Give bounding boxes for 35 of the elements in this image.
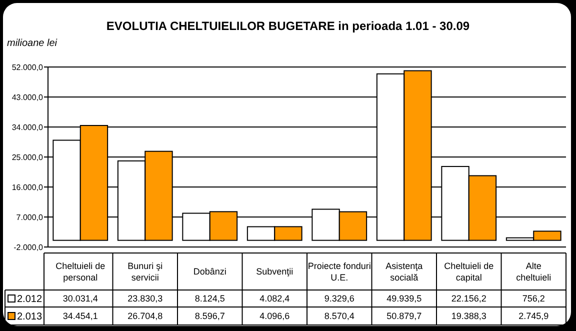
data-label: 756,2 (522, 294, 545, 304)
y-axis-title: milioane lei (7, 38, 58, 49)
data-label: 4.082,4 (260, 294, 290, 304)
data-label: 2.745,9 (518, 311, 549, 322)
y-tick-label: 43.000,0 (12, 92, 44, 102)
data-label: 30.031,4 (62, 294, 98, 304)
data-label: 9.329,6 (324, 294, 354, 304)
x-tick-label: Bunuri şi servicii (128, 260, 163, 282)
x-tick-label: Subvenţii (256, 266, 294, 277)
y-tick-label: -2.000,0 (14, 242, 44, 252)
chart-title: EVOLUTIA CHELTUIELILOR BUGETARE in perioada 1.01 - 30.09 (106, 19, 470, 33)
x-tick-label: Asistenţa socială (386, 260, 423, 282)
data-label: 22.156,2 (451, 294, 486, 304)
data-label: 34.454,1 (62, 311, 98, 322)
y-tick-label: 25.000,0 (12, 152, 44, 162)
legend-label: 2.013 (17, 312, 42, 322)
data-label: 8.570,4 (324, 311, 354, 322)
data-label: 8.596,7 (194, 311, 225, 322)
data-label: 23.830,3 (128, 294, 163, 304)
y-tick-label: 16.000,0 (12, 182, 44, 192)
x-tick-label: Cheltuieli de personal (56, 260, 106, 282)
data-label: 26.704,8 (128, 311, 163, 322)
data-label: 50.879,7 (386, 311, 422, 322)
y-tick-label: 34.000,0 (12, 122, 44, 132)
y-tick-label: 7.000,0 (16, 212, 44, 222)
data-label: 49.939,5 (386, 294, 422, 304)
data-label: 8.124,5 (194, 294, 225, 304)
data-label: 4.096,6 (260, 311, 290, 322)
x-tick-label: Cheltuieli de capital (444, 260, 494, 282)
x-tick-label: Alte cheltuieli (516, 260, 552, 282)
x-tick-label: Proiecte fonduri U.E. (308, 260, 371, 282)
data-label: 19.388,3 (451, 311, 486, 322)
legend-label: 2.012 (17, 294, 42, 305)
y-tick-label: 52.000,0 (12, 62, 44, 72)
x-tick-label: Dobânzi (193, 266, 226, 277)
